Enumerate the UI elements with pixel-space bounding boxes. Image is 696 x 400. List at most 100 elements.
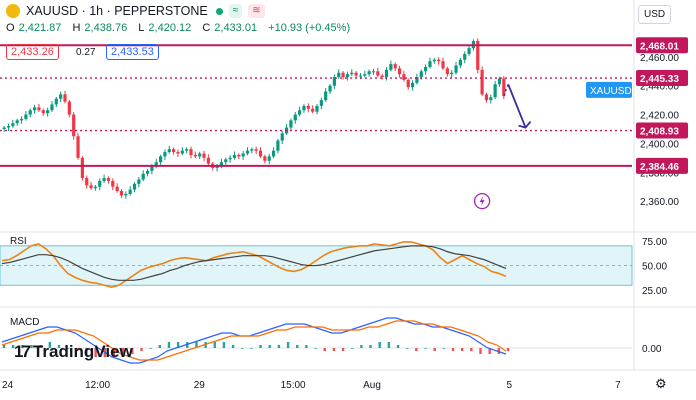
price-level-tag (636, 37, 688, 54)
candle-body (224, 159, 228, 163)
candle-body (198, 153, 202, 157)
macd-histogram-bar (369, 345, 372, 348)
candle-body (432, 59, 436, 62)
candle-body (132, 183, 137, 190)
candle-body (311, 108, 315, 112)
candle-body (32, 107, 37, 111)
candle-body (98, 180, 102, 187)
candle-body (141, 173, 145, 180)
symbol-header[interactable]: XAUUSD · 1h · PEPPERSTONE ≈ ≋ (6, 4, 265, 18)
indicator-badge-2[interactable]: ≋ (248, 4, 265, 18)
macd-tick-label: 0.00 (642, 344, 662, 355)
candle-body (137, 179, 141, 184)
candle-body (263, 156, 267, 161)
ohlc-readout: O 2,421.87 H 2,438.76 L 2,420.12 C 2,433.01 … (6, 22, 354, 34)
candle-body (315, 105, 319, 112)
candle-body (450, 72, 454, 75)
macd-histogram-bar (424, 348, 427, 349)
change-value: +10.93 (+0.45%) (268, 22, 351, 34)
time-tick-label: 7 (615, 380, 621, 391)
candle-body (289, 120, 293, 128)
candle-body (271, 150, 276, 157)
rsi-label[interactable]: RSI (10, 236, 27, 247)
time-tick-label: 15:00 (281, 380, 306, 391)
candle-body (302, 105, 306, 111)
sell-price-button[interactable]: 2,433.26 (6, 44, 59, 60)
candle-body (424, 66, 428, 72)
low-label: L (138, 22, 145, 34)
macd-histogram-bar (158, 345, 161, 348)
macd-histogram-bar (140, 348, 143, 351)
candle-body (458, 59, 462, 66)
macd-histogram-bar (11, 345, 15, 348)
candle-body (493, 84, 497, 98)
candle-body (37, 107, 41, 111)
projection-arrow-head (518, 120, 532, 129)
buy-price-button[interactable]: 2,433.53 (106, 44, 159, 60)
candle-body (119, 191, 124, 196)
time-tick-label: 29 (194, 380, 206, 391)
candle-body (350, 72, 354, 75)
candle-body (454, 65, 458, 73)
price-tick-label: 2,460.00 (640, 53, 679, 64)
close-value: 2,433.01 (214, 22, 258, 34)
candle-body (11, 123, 15, 127)
candle-body (354, 72, 358, 76)
settings-gear-icon[interactable]: ⚙ (655, 376, 667, 391)
macd-histogram-bar (460, 348, 464, 351)
candle-body (206, 157, 210, 164)
spread-value: 0.27 (76, 47, 96, 58)
candle-body (484, 94, 489, 101)
candle-body (67, 101, 71, 115)
macd-histogram-bar (406, 348, 409, 349)
candle-body (328, 85, 332, 92)
price-level-tag-label: 2,408.93 (640, 127, 679, 138)
indicator-badge-1[interactable]: ≈ (228, 4, 243, 18)
macd-histogram-bar (351, 348, 354, 349)
candle-body (54, 98, 58, 105)
candle-body (176, 152, 180, 154)
candle-body (80, 157, 84, 179)
candle-body (497, 78, 502, 85)
tradingview-logo-icon: 17 (14, 342, 31, 361)
time-tick-label: 12:00 (85, 380, 110, 391)
candle-body (367, 71, 371, 75)
high-value: 2,438.76 (84, 22, 128, 34)
price-level-tag (636, 70, 688, 87)
candle-body (254, 149, 258, 151)
macd-label[interactable]: MACD (10, 317, 40, 328)
macd-histogram-bar (250, 348, 253, 349)
currency-selector[interactable]: USD (638, 5, 672, 24)
candle-body (145, 170, 150, 174)
macd-histogram-bar (506, 348, 510, 351)
candle-body (154, 162, 158, 167)
candle-body (237, 154, 241, 157)
candle-body (24, 114, 28, 119)
macd-histogram-bar (341, 348, 345, 351)
macd-histogram-bar (149, 348, 152, 349)
candle-body (319, 100, 323, 106)
candle-body (46, 110, 50, 114)
price-tick-label: 2,420.00 (640, 111, 679, 122)
candle-body (245, 150, 250, 154)
macd-histogram-bar (277, 345, 281, 348)
candle-body (298, 110, 302, 115)
price-level-tag-label: 2,445.33 (640, 74, 679, 85)
candle-body (41, 110, 45, 114)
macd-histogram-bar (213, 342, 216, 348)
macd-histogram-bar (48, 342, 52, 348)
candle-body (267, 156, 271, 161)
time-tick-label: Aug (363, 380, 381, 391)
candle-body (363, 74, 367, 76)
candle-body (6, 126, 11, 128)
candle-body (476, 40, 480, 70)
macd-histogram-bar (332, 348, 336, 351)
candle-body (124, 193, 128, 196)
macd-histogram-bar (314, 348, 317, 349)
projection-dotted-line (503, 84, 509, 97)
candle-body (467, 48, 471, 54)
macd-histogram-bar (433, 348, 436, 351)
candle-body (397, 68, 402, 75)
macd-histogram-bar (378, 342, 381, 348)
